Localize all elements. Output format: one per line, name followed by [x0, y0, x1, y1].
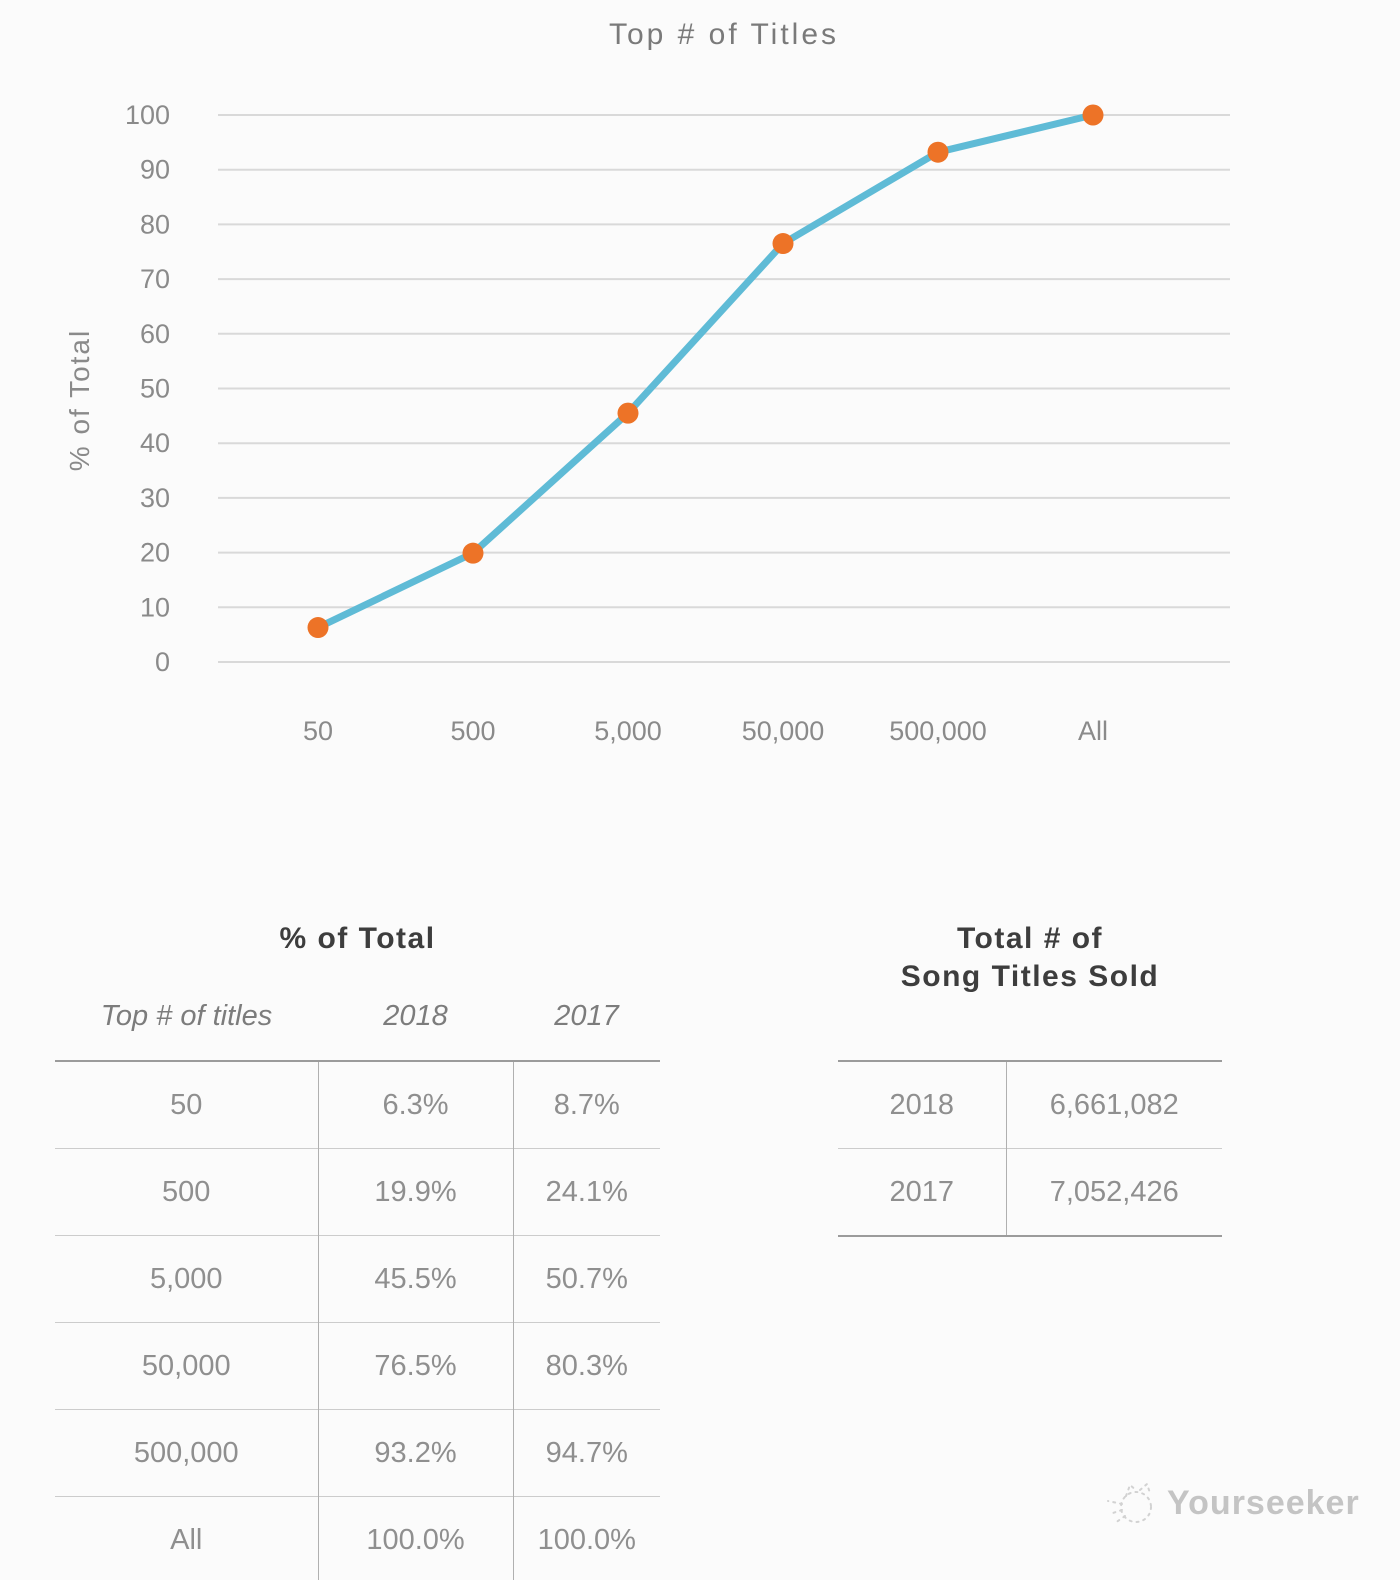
- y-tick-label: 20: [140, 538, 170, 568]
- data-point: [1082, 104, 1104, 126]
- data-point: [307, 617, 329, 639]
- y-tick-label: 100: [125, 100, 170, 130]
- data-point: [462, 542, 484, 564]
- table-row: 50,000 76.5% 80.3%: [55, 1322, 660, 1410]
- totals-table-title-line1: Total # of: [956, 922, 1104, 955]
- y-tick-label: 70: [140, 264, 170, 294]
- x-tick-label: 5,000: [594, 716, 662, 746]
- row-label: 500: [55, 1148, 318, 1236]
- row-label: 50,000: [55, 1322, 318, 1410]
- table-row: All 100.0% 100.0%: [55, 1496, 660, 1580]
- x-tick-label: 50,000: [742, 716, 825, 746]
- percent-table: 50 6.3% 8.7% 500 19.9% 24.1% 5,000 45.5%…: [55, 1060, 660, 1580]
- table-row: 50 6.3% 8.7%: [55, 1061, 660, 1149]
- value-2018: 93.2%: [317, 1409, 513, 1497]
- x-tick-label: 500,000: [889, 716, 987, 746]
- totals-table-title: Total # of Song Titles Sold: [838, 920, 1222, 996]
- row-label: All: [55, 1496, 318, 1580]
- value-2017: 8.7%: [512, 1061, 660, 1149]
- value-2018: 6.3%: [317, 1061, 513, 1149]
- value-2017: 24.1%: [512, 1148, 660, 1236]
- y-tick-label: 0: [155, 647, 170, 677]
- value-2017: 50.7%: [512, 1235, 660, 1323]
- y-tick-label: 40: [140, 428, 170, 458]
- value-2018: 100.0%: [317, 1496, 513, 1580]
- y-tick-label: 30: [140, 483, 170, 513]
- table-row: 500,000 93.2% 94.7%: [55, 1409, 660, 1497]
- year-label: 2018: [889, 1088, 954, 1121]
- value-2017: 80.3%: [512, 1322, 660, 1410]
- percent-table-title: % of Total: [279, 922, 436, 955]
- value-2017: 94.7%: [512, 1409, 660, 1497]
- line-chart: 0 10 20 30 40 50 60 70 80 90 100 50 500 5,000 50,000 50…: [125, 100, 1230, 746]
- logo-text: Yourseeker: [1167, 1483, 1360, 1522]
- total-value: 6,661,082: [1005, 1061, 1222, 1149]
- y-tick-label: 10: [140, 592, 170, 622]
- data-point: [617, 402, 639, 424]
- percent-table-col-header: Top # of titles: [100, 1000, 273, 1032]
- x-tick-label: 500: [450, 716, 495, 746]
- cat-sketch-icon: [1107, 1482, 1152, 1524]
- series-line: [314, 111, 1097, 632]
- total-value: 7,052,426: [1005, 1148, 1222, 1236]
- x-tick-label: All: [1078, 716, 1108, 746]
- data-point: [772, 233, 794, 255]
- table-row: 2018 6,661,082: [838, 1061, 1222, 1149]
- value-2018: 19.9%: [317, 1148, 513, 1236]
- chart-title: Top # of Titles: [608, 18, 840, 51]
- percent-table-header: Top # of titles 2018 2017: [55, 1000, 660, 1033]
- table-row: 5,000 45.5% 50.7%: [55, 1235, 660, 1323]
- data-point: [927, 141, 949, 163]
- table-row: 500 19.9% 24.1%: [55, 1148, 660, 1236]
- logo: Yourseeker: [1103, 1476, 1360, 1530]
- percent-table-col-header: 2017: [554, 1000, 619, 1032]
- y-tick-label: 80: [140, 209, 170, 239]
- y-tick-label: 60: [140, 319, 170, 349]
- totals-table: 2018 6,661,082 2017 7,052,426: [838, 1060, 1222, 1237]
- row-label: 500,000: [55, 1409, 318, 1497]
- value-2018: 76.5%: [317, 1322, 513, 1410]
- value-2017: 100.0%: [512, 1496, 660, 1580]
- row-label: 50: [170, 1088, 203, 1121]
- year-label: 2017: [838, 1148, 1006, 1236]
- x-tick-label: 50: [303, 716, 333, 746]
- table-row: 2017 7,052,426: [838, 1148, 1222, 1236]
- value-2018: 45.5%: [317, 1235, 513, 1323]
- row-label: 5,000: [55, 1235, 318, 1323]
- totals-table-title-line2: Song Titles Sold: [900, 960, 1160, 993]
- y-tick-label: 50: [140, 374, 170, 404]
- y-tick-label: 90: [140, 155, 170, 185]
- percent-table-col-header: 2018: [383, 1000, 448, 1032]
